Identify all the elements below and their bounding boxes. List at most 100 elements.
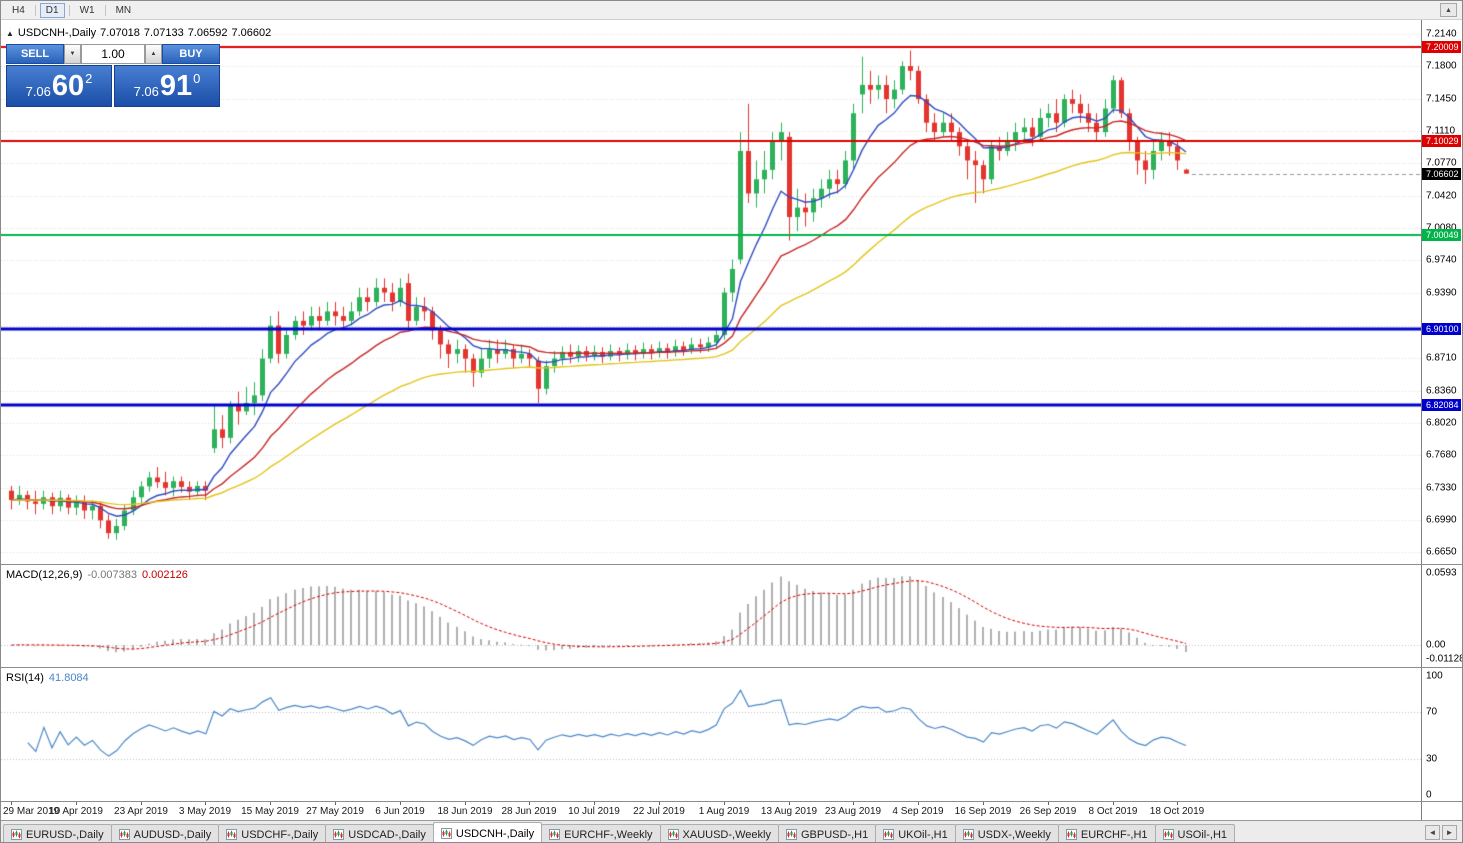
date-label: 18 Jun 2019 <box>437 806 493 817</box>
chart-tab-label: USDCHF-,Daily <box>241 828 319 841</box>
chart-tab-eurchf[interactable]: EURCHF-,Weekly <box>541 824 661 842</box>
date-label: 15 May 2019 <box>241 806 299 817</box>
date-label: 4 Sep 2019 <box>892 806 944 817</box>
macd-axis[interactable]: 0.0593 0.00 -0.011289 <box>1421 565 1462 667</box>
tab-scroll-left-button[interactable]: ◄ <box>1425 825 1440 840</box>
price-axis-label: 7.0770 <box>1426 157 1457 169</box>
period-button-h4[interactable]: H4 <box>12 4 25 16</box>
buy-button[interactable]: BUY <box>162 44 220 64</box>
tab-scroll-right-button[interactable]: ► <box>1442 825 1457 840</box>
period-button-d1[interactable]: D1 <box>39 2 65 18</box>
date-label: 23 Apr 2019 <box>114 806 168 817</box>
price-axis-label: 6.7680 <box>1426 449 1457 461</box>
rsi-canvas[interactable] <box>1 668 1421 801</box>
date-label: 22 Jul 2019 <box>633 806 685 817</box>
macd-main-value: -0.007383 <box>87 569 137 581</box>
price-axis-label: 7.0420 <box>1426 190 1457 202</box>
chart-tab-icon <box>11 829 22 840</box>
price-axis-label: 6.8020 <box>1426 417 1457 429</box>
chart-tab-eurchf[interactable]: EURCHF-,H1 <box>1057 824 1156 842</box>
chart-tab-icon <box>226 829 238 840</box>
chart-tab-xauusd[interactable]: XAUUSD-,Weekly <box>659 824 779 842</box>
time-tick <box>1177 802 1178 805</box>
hline-price-label: 7.20009 <box>1422 41 1461 53</box>
time-tick <box>205 802 206 805</box>
time-tick <box>465 802 466 805</box>
macd-panel: 0.0593 0.00 -0.011289 MACD(12,26,9) -0.0073… <box>1 565 1462 667</box>
time-tick <box>853 802 854 805</box>
panel-divider[interactable] <box>1 564 1462 565</box>
chart-tab-ukoil[interactable]: UKOil-,H1 <box>875 824 956 842</box>
volume-input[interactable]: 1.00 <box>81 44 145 64</box>
panel-divider[interactable] <box>1 801 1462 802</box>
macd-label: MACD(12,26,9) <box>6 569 83 581</box>
time-tick <box>529 802 530 805</box>
rsi-axis-label: 30 <box>1426 753 1438 765</box>
rsi-axis-label: 100 <box>1426 670 1443 682</box>
chart-tab-label: AUDUSD-,Daily <box>133 828 212 841</box>
panel-divider[interactable] <box>1 667 1462 668</box>
volume-increase-button[interactable]: ▲ <box>145 44 162 64</box>
toolbar-separator <box>68 4 70 16</box>
volume-decrease-button[interactable]: ▼ <box>64 44 81 64</box>
rsi-axis-label: 70 <box>1426 706 1438 718</box>
date-label: 27 May 2019 <box>306 806 364 817</box>
open-value: 7.07018 <box>100 27 140 39</box>
date-label: 13 Aug 2019 <box>760 806 818 817</box>
time-tick <box>141 802 142 805</box>
chart-tab-gbpusd[interactable]: GBPUSD-,H1 <box>777 824 877 842</box>
date-label: 18 Oct 2019 <box>1149 806 1205 817</box>
chart-tab-icon <box>1065 829 1077 840</box>
date-label: 1 Aug 2019 <box>698 806 750 817</box>
price-axis-label: 7.2140 <box>1426 28 1457 40</box>
time-axis-corner <box>1421 802 1462 820</box>
chart-tab-label: GBPUSD-,H1 <box>800 828 869 841</box>
date-label: 10 Jul 2019 <box>568 806 620 817</box>
chart-tab-eurusd[interactable]: EURUSD-,Daily <box>3 824 112 842</box>
time-tick <box>1048 802 1049 805</box>
date-label: 26 Sep 2019 <box>1019 806 1077 817</box>
chart-tab-label: USDCNH-,Daily <box>455 827 535 840</box>
period-button-w1[interactable]: W1 <box>79 4 95 16</box>
time-tick <box>724 802 725 805</box>
macd-canvas[interactable] <box>1 565 1421 667</box>
chart-tab-icon <box>549 829 561 840</box>
chart-tab-usdcnh[interactable]: USDCNH-,Daily <box>432 822 543 842</box>
price-axis-label: 6.9740 <box>1426 254 1457 266</box>
current-price-label: 7.06602 <box>1422 168 1461 180</box>
chart-tab-usdchf[interactable]: USDCHF-,Daily <box>218 824 327 842</box>
chart-tab-label: EURCHF-,Weekly <box>564 828 653 841</box>
chart-tab-usdcad[interactable]: USDCAD-,Daily <box>325 824 434 842</box>
time-tick <box>11 802 12 805</box>
chart-tab-label: USOil-,H1 <box>1177 828 1228 841</box>
time-tick <box>918 802 919 805</box>
time-tick <box>659 802 660 805</box>
period-button-mn[interactable]: MN <box>115 4 132 16</box>
symbol-period-label: USDCNH-,Daily <box>17 27 97 39</box>
period-buttons: H4 D1 W1 MN <box>6 1 137 19</box>
price-chart-canvas[interactable] <box>1 20 1421 564</box>
date-label: 29 Mar 2019 <box>3 806 60 817</box>
price-axis-label: 7.1450 <box>1426 93 1457 105</box>
rsi-label: RSI(14) <box>6 672 44 684</box>
buy-price-button[interactable]: 7.06 91 0 <box>114 65 220 107</box>
buy-price-big: 91 <box>159 69 193 102</box>
sell-price-big: 60 <box>51 69 85 102</box>
sell-price-button[interactable]: 7.06 60 2 <box>6 65 112 107</box>
price-axis[interactable]: 7.2140 7.1800 7.1450 7.1110 7.0770 7.0420 7.00… <box>1421 20 1462 564</box>
hline-price-label: 7.00049 <box>1422 229 1461 241</box>
chart-scroll-up-button[interactable]: ▲ <box>1440 3 1457 17</box>
rsi-axis[interactable]: 100 70 30 0 <box>1421 668 1462 801</box>
chart-tab-label: UKOil-,H1 <box>898 828 948 841</box>
chart-tab-usoil[interactable]: USOil-,H1 <box>1154 824 1236 842</box>
chart-tab-audusd[interactable]: AUDUSD-,Daily <box>110 824 220 842</box>
chart-tab-usdx[interactable]: USDX-,Weekly <box>954 824 1059 842</box>
price-axis-label: 6.8360 <box>1426 385 1457 397</box>
time-axis[interactable]: 29 Mar 2019 10 Apr 2019 23 Apr 2019 3 May 2… <box>1 802 1462 820</box>
one-click-panel-toggle-icon[interactable]: ▲ <box>6 29 14 38</box>
chart-tab-label: EURUSD-,Daily <box>26 828 104 841</box>
sell-button[interactable]: SELL <box>6 44 64 64</box>
close-value: 7.06602 <box>231 27 272 39</box>
chart-tab-label: USDX-,Weekly <box>977 828 1051 841</box>
price-axis-label: 7.1800 <box>1426 60 1457 72</box>
